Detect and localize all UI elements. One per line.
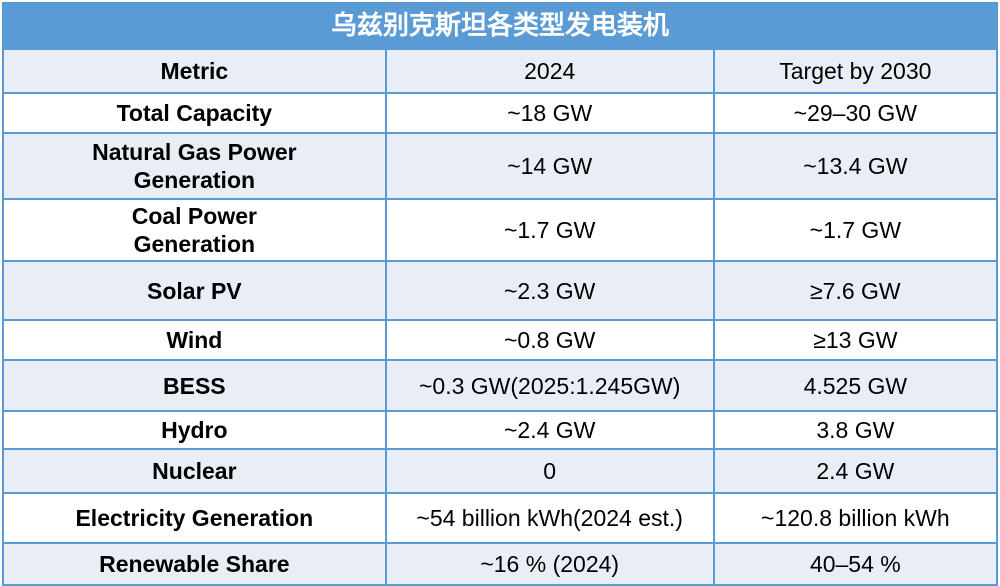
- metric-label: Electricity Generation: [75, 505, 314, 532]
- target-2030-cell: 2.4 GW: [712, 448, 999, 495]
- metric-label: Coal Power Generation: [131, 203, 257, 258]
- table-row: Wind ~0.8 GW ≥13 GW: [2, 319, 999, 362]
- metric-cell: Natural Gas Power Generation: [2, 132, 387, 200]
- header-2024: 2024: [384, 48, 715, 94]
- table-row: BESS ~0.3 GW(2025:1.245GW) 4.525 GW: [2, 359, 999, 413]
- metric-label: Total Capacity: [116, 99, 273, 126]
- table-row: Solar PV ~2.3 GW ≥7.6 GW: [2, 260, 999, 322]
- metric-cell: BESS: [2, 359, 387, 413]
- table-row: Natural Gas Power Generation ~14 GW ~13.…: [2, 132, 999, 200]
- value-2024-cell: 0: [384, 448, 715, 495]
- table-row: Renewable Share ~16 % (2024) 40–54 %: [2, 542, 999, 586]
- table-row: Total Capacity ~18 GW ~29–30 GW: [2, 92, 999, 134]
- value-2024-cell: ~0.3 GW(2025:1.245GW): [384, 359, 715, 413]
- metric-cell: Hydro: [2, 410, 387, 451]
- value-2024-cell: ~18 GW: [384, 92, 715, 134]
- value-2024-cell: ~14 GW: [384, 132, 715, 200]
- target-2030-cell: ≥13 GW: [712, 319, 999, 362]
- metric-cell: Electricity Generation: [2, 492, 387, 545]
- metric-label: Natural Gas Power Generation: [92, 138, 297, 193]
- metric-label: BESS: [163, 372, 226, 399]
- target-2030-cell: 40–54 %: [712, 542, 999, 586]
- metric-label: Renewable Share: [99, 551, 290, 578]
- target-2030-cell: ~13.4 GW: [712, 132, 999, 200]
- value-2024-cell: ~16 % (2024): [384, 542, 715, 586]
- table-row: Nuclear 0 2.4 GW: [2, 448, 999, 495]
- value-2024-cell: ~2.3 GW: [384, 260, 715, 322]
- metric-cell: Wind: [2, 319, 387, 362]
- metric-cell: Total Capacity: [2, 92, 387, 134]
- table-row: Hydro ~2.4 GW 3.8 GW: [2, 410, 999, 451]
- target-2030-cell: 4.525 GW: [712, 359, 999, 413]
- target-2030-cell: ~1.7 GW: [712, 197, 999, 263]
- target-2030-cell: ≥7.6 GW: [712, 260, 999, 322]
- metric-cell: Coal Power Generation: [2, 197, 387, 263]
- table-header-row: Metric 2024 Target by 2030: [2, 48, 999, 94]
- target-2030-cell: ~29–30 GW: [712, 92, 999, 134]
- metric-cell: Solar PV: [2, 260, 387, 322]
- value-2024-cell: ~1.7 GW: [384, 197, 715, 263]
- metric-label: Wind: [166, 327, 223, 354]
- header-target-2030: Target by 2030: [712, 48, 999, 94]
- header-metric: Metric: [2, 48, 387, 94]
- value-2024-cell: ~54 billion kWh(2024 est.): [384, 492, 715, 545]
- metric-label: Nuclear: [152, 458, 237, 485]
- table-row: Electricity Generation ~54 billion kWh(2…: [2, 492, 999, 545]
- table-row: Coal Power Generation ~1.7 GW ~1.7 GW: [2, 197, 999, 263]
- value-2024-cell: ~0.8 GW: [384, 319, 715, 362]
- table-title: 乌兹别克斯坦各类型发电装机: [2, 2, 998, 50]
- target-2030-cell: 3.8 GW: [712, 410, 999, 451]
- metric-label: Solar PV: [147, 277, 242, 304]
- metric-cell: Renewable Share: [2, 542, 387, 586]
- table-title-row: 乌兹别克斯坦各类型发电装机: [2, 2, 998, 50]
- value-2024-cell: ~2.4 GW: [384, 410, 715, 451]
- metric-cell: Nuclear: [2, 448, 387, 495]
- metric-label: Hydro: [161, 417, 228, 444]
- target-2030-cell: ~120.8 billion kWh: [712, 492, 999, 545]
